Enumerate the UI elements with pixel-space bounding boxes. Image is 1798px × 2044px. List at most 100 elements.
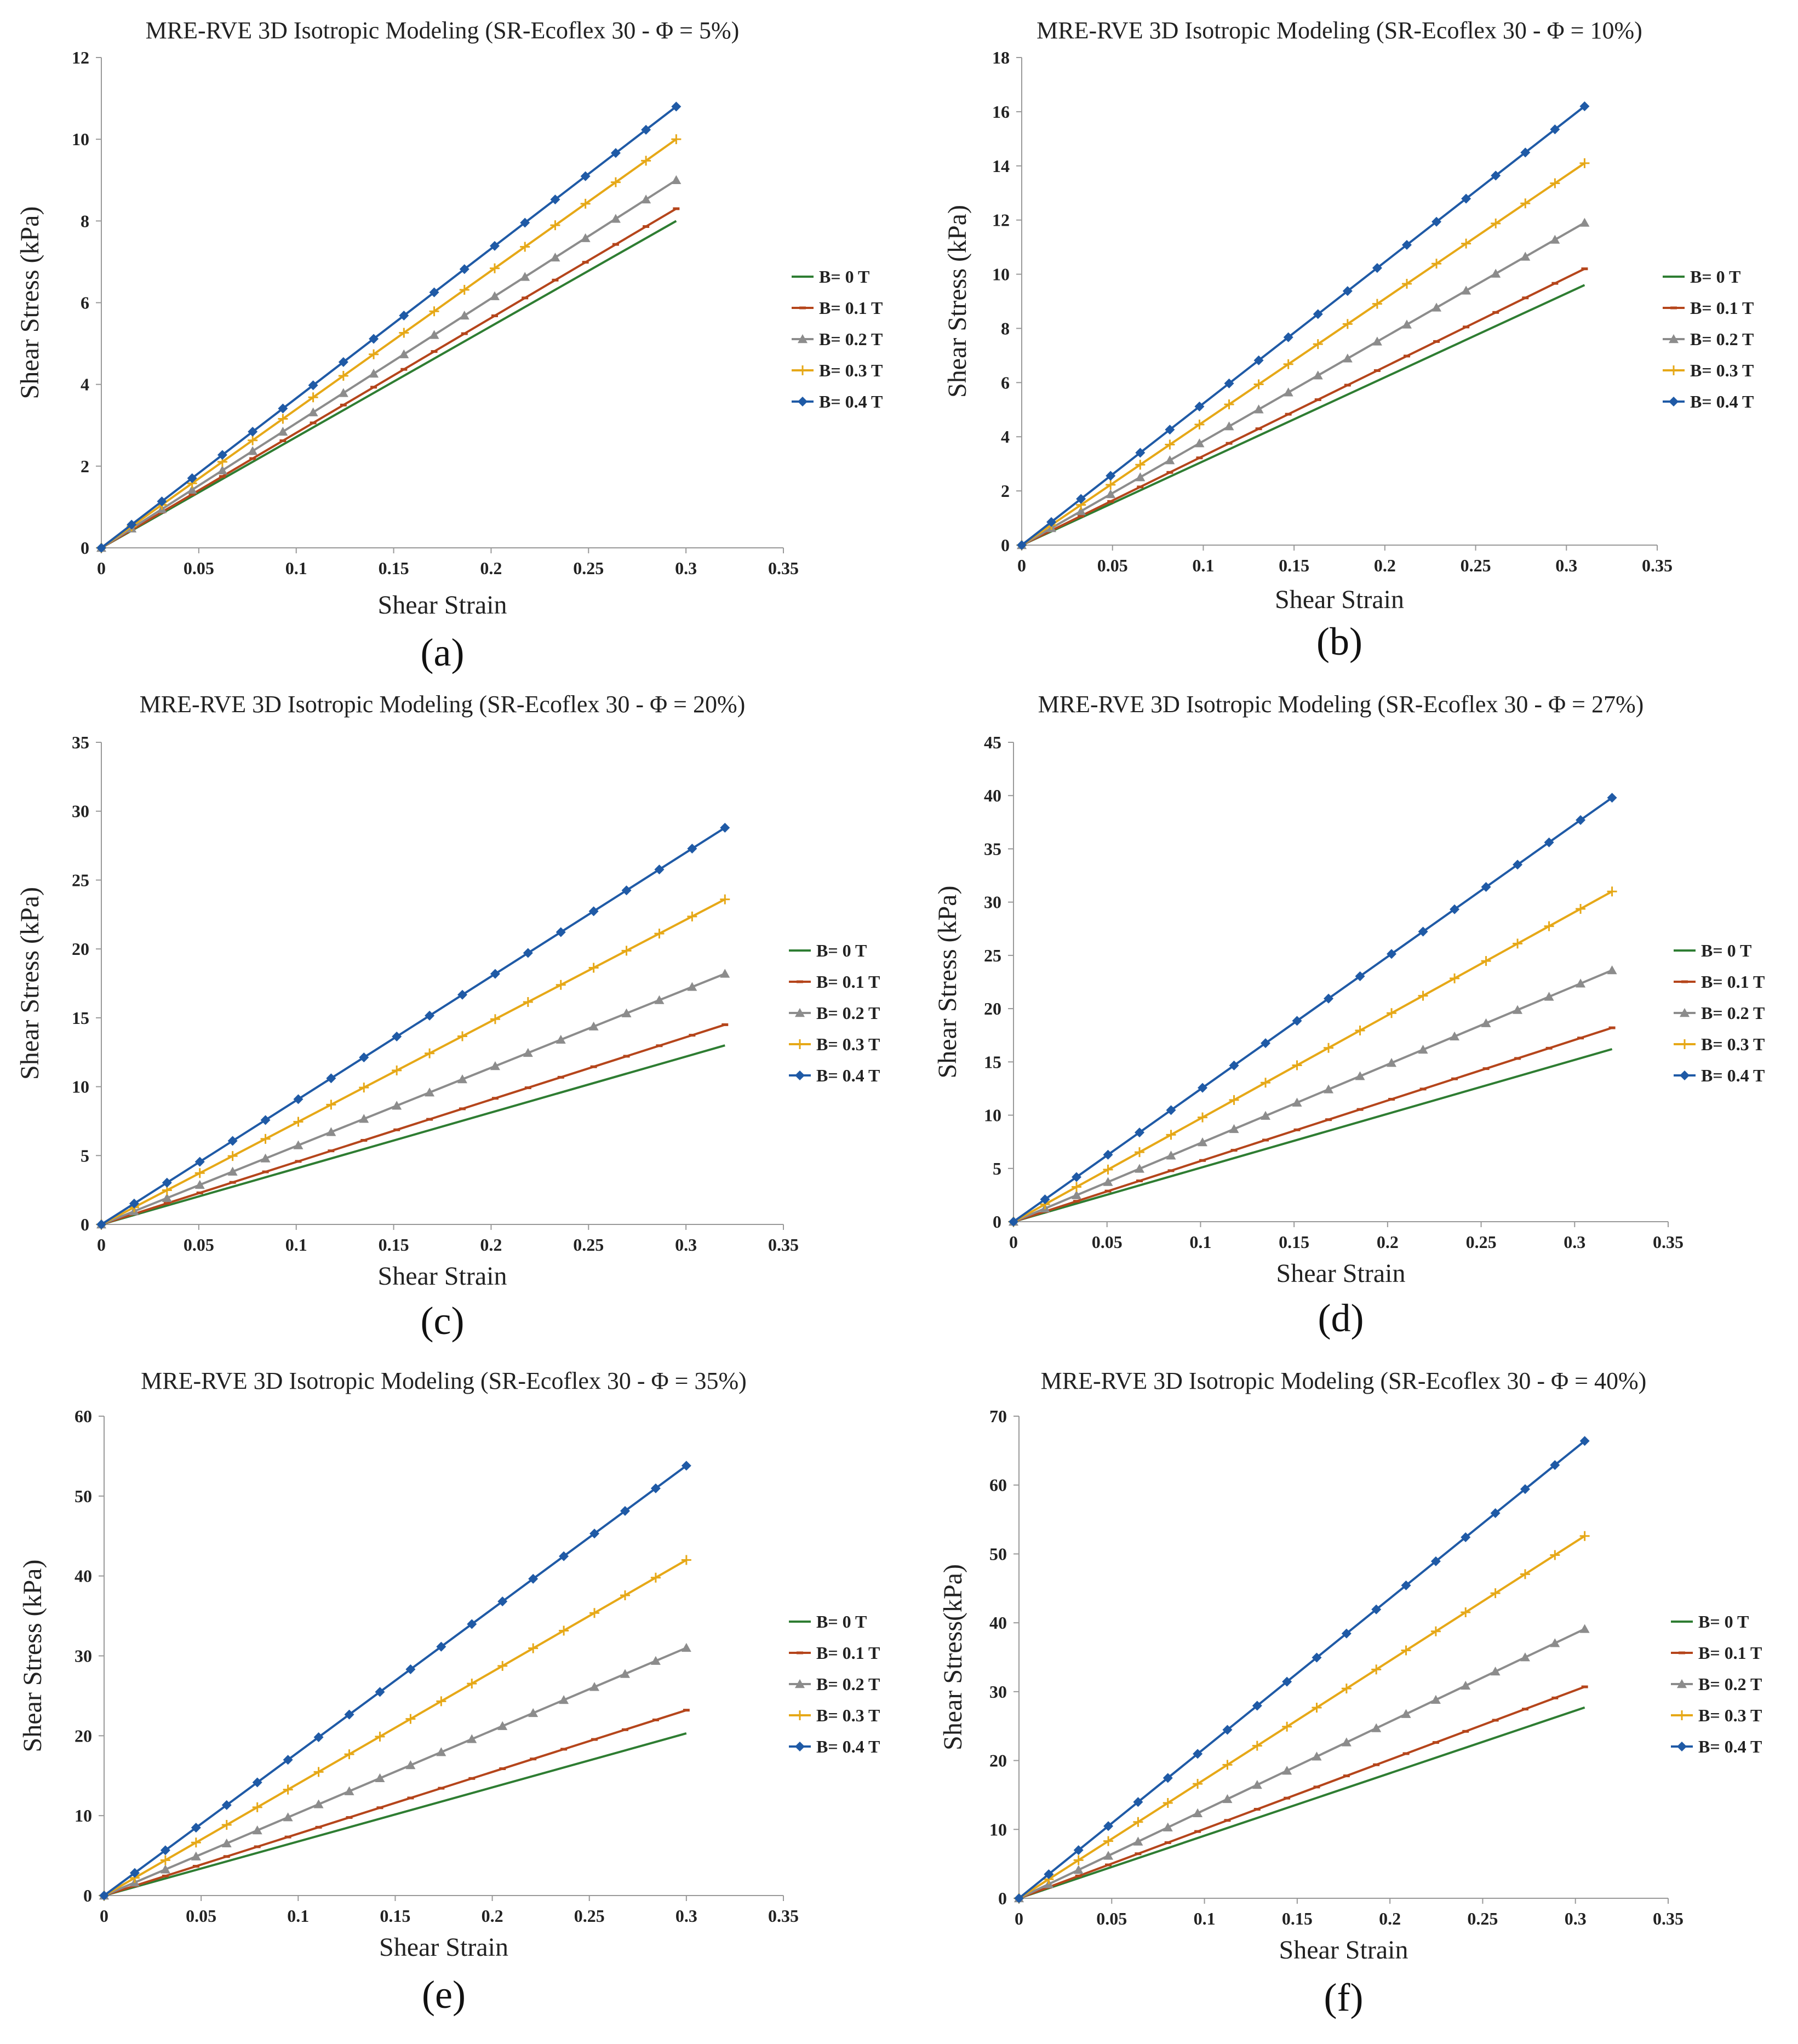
data-point [457, 989, 468, 1000]
y-tick-label: 50 [989, 1544, 1007, 1564]
data-point [227, 1136, 238, 1146]
y-tick-label: 60 [989, 1475, 1007, 1495]
y-tick-label: 10 [75, 1806, 92, 1825]
chart-panel-1: MRE-RVE 3D Isotropic Modeling (SR-Ecofle… [15, 17, 883, 674]
data-point [641, 194, 651, 204]
series-line [1018, 1686, 1585, 1899]
legend-marker [1669, 397, 1679, 406]
data-point [1166, 1105, 1176, 1115]
data-point [457, 1031, 468, 1041]
data-point [1135, 460, 1146, 470]
data-point [687, 843, 697, 854]
data-point [191, 1823, 201, 1833]
data-point [1073, 1845, 1084, 1856]
data-point [1372, 336, 1382, 346]
data-point [1387, 1058, 1397, 1067]
data-point [1135, 1127, 1145, 1138]
y-tick-label: 25 [72, 870, 89, 890]
data-point [375, 1773, 385, 1783]
legend-marker [795, 1710, 805, 1720]
data-point [1355, 1071, 1365, 1080]
series-line [103, 1464, 688, 1897]
y-tick-label: 0 [998, 1888, 1007, 1908]
x-tick-label: 0.1 [287, 1906, 309, 1926]
data-point [1072, 1182, 1082, 1192]
data-point [1222, 1794, 1233, 1803]
x-tick-label: 0.15 [380, 1906, 410, 1926]
x-tick-label: 0.1 [1189, 1232, 1211, 1252]
data-point [1520, 251, 1531, 261]
data-point [278, 427, 288, 436]
panel-label: (a) [421, 631, 465, 674]
data-point [1103, 1821, 1114, 1831]
data-point [489, 241, 500, 251]
data-point [1166, 1150, 1176, 1160]
data-point [1544, 837, 1554, 848]
panel-label: (f) [1324, 1976, 1364, 2019]
data-point [278, 403, 288, 414]
data-point [621, 1008, 632, 1017]
data-point [489, 291, 500, 300]
data-point [194, 1168, 205, 1178]
x-tick-label: 0.1 [285, 1235, 307, 1255]
data-point [399, 349, 409, 358]
y-tick-label: 70 [989, 1406, 1007, 1426]
data-point [1224, 378, 1234, 388]
x-tick-label: 0.15 [1279, 1232, 1309, 1252]
data-point [313, 1732, 324, 1742]
data-point [1430, 1556, 1441, 1566]
y-tick-label: 25 [984, 946, 1001, 965]
data-point [162, 1177, 172, 1188]
data-point [1283, 359, 1293, 369]
data-point [1401, 319, 1412, 329]
y-tick-label: 50 [75, 1486, 92, 1506]
data-point [227, 1151, 238, 1161]
data-point [308, 380, 318, 391]
data-point [1579, 158, 1590, 168]
data-point [1193, 1749, 1203, 1759]
data-point [1046, 517, 1057, 527]
series-line [100, 138, 677, 549]
data-point [1253, 355, 1264, 365]
data-point [1550, 1638, 1560, 1647]
data-point [580, 171, 591, 181]
y-tick-label: 30 [989, 1682, 1007, 1702]
data-point [1252, 1780, 1262, 1789]
data-point [1520, 198, 1531, 209]
series-line [100, 179, 677, 549]
data-point [550, 253, 560, 262]
data-point [1076, 494, 1086, 504]
data-point [399, 328, 409, 338]
data-point [248, 427, 258, 437]
data-point [129, 1198, 139, 1209]
legend-marker [1669, 365, 1679, 375]
legend-label: B= 0 T [819, 267, 869, 287]
series-line [1013, 890, 1613, 1223]
data-point [559, 1695, 569, 1704]
data-point [436, 1747, 446, 1756]
data-point [1194, 419, 1205, 430]
data-point [1401, 278, 1412, 289]
data-point [687, 911, 697, 921]
y-tick-label: 12 [72, 48, 89, 67]
data-point [671, 175, 682, 184]
data-point [1579, 217, 1590, 227]
data-point [1292, 1016, 1302, 1026]
data-point [1198, 1137, 1208, 1147]
data-point [1283, 332, 1293, 342]
data-point [559, 1625, 569, 1636]
data-point [1607, 793, 1617, 803]
data-point [1491, 170, 1501, 181]
data-point [1372, 263, 1382, 273]
data-point [1430, 1626, 1441, 1636]
data-point [1461, 285, 1471, 295]
data-point [1252, 1701, 1262, 1711]
data-point [1342, 286, 1353, 296]
data-point [1481, 882, 1491, 892]
x-tick-label: 0.25 [574, 1906, 605, 1926]
x-tick-label: 0.35 [768, 558, 799, 578]
data-point [1198, 1083, 1208, 1093]
data-point [1073, 1855, 1084, 1865]
y-tick-label: 20 [75, 1726, 92, 1745]
data-point [187, 485, 197, 494]
